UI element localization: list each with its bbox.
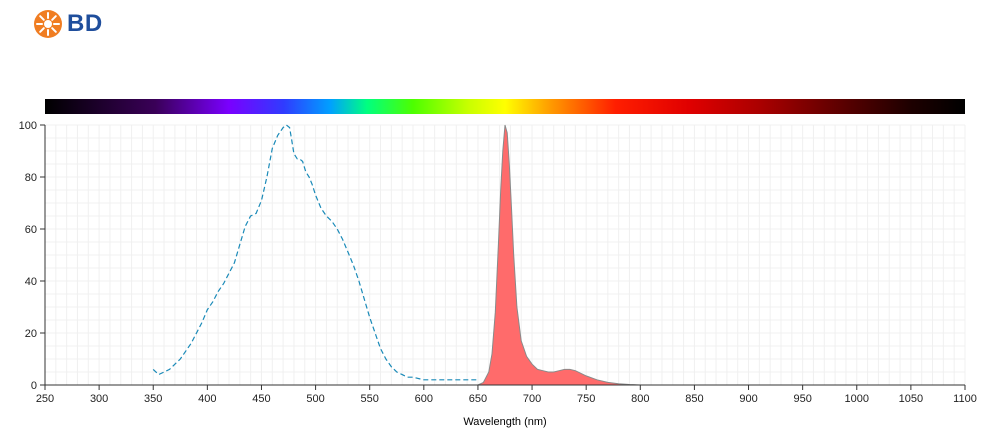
- x-tick-label: 500: [306, 393, 324, 405]
- series-layer: [152, 124, 641, 386]
- emission-spectrum-area: [477, 124, 641, 386]
- y-tick-label: 60: [25, 224, 37, 236]
- x-tick-label: 1100: [953, 393, 977, 405]
- bd-logo: BD: [33, 9, 103, 39]
- x-tick-label: 450: [252, 393, 270, 405]
- bd-logo-text: BD: [67, 10, 103, 37]
- x-tick-label: 900: [739, 393, 757, 405]
- x-tick-label: 250: [36, 393, 54, 405]
- x-tick-label: 300: [90, 393, 108, 405]
- x-tick-label: 400: [198, 393, 216, 405]
- bd-sunburst-icon: [34, 10, 62, 38]
- x-tick-label: 350: [144, 393, 162, 405]
- x-tick-label: 1050: [899, 393, 923, 405]
- wavelength-spectrum-bar: [45, 99, 965, 114]
- excitation-spectrum-line: [152, 124, 478, 381]
- axes: 250 300 350 400 450 500 550 600 650 700 750 800 850 9…: [19, 120, 977, 405]
- x-tick-label: 1000: [845, 393, 869, 405]
- x-tick-label: 850: [685, 393, 703, 405]
- x-tick-label: 550: [361, 393, 379, 405]
- x-tick-label: 750: [577, 393, 595, 405]
- x-tick-label: 600: [415, 393, 433, 405]
- y-tick-label: 40: [25, 276, 37, 288]
- x-tick-label: 650: [469, 393, 487, 405]
- y-tick-label: 100: [19, 120, 37, 132]
- x-axis-title: Wavelength (nm): [463, 416, 546, 428]
- x-tick-label: 700: [523, 393, 541, 405]
- x-tick-label: 950: [793, 393, 811, 405]
- y-tick-label: 20: [25, 328, 37, 340]
- x-tick-label: 800: [631, 393, 649, 405]
- y-tick-label: 80: [25, 172, 37, 184]
- grid: [44, 124, 966, 386]
- y-tick-label: 0: [31, 380, 37, 392]
